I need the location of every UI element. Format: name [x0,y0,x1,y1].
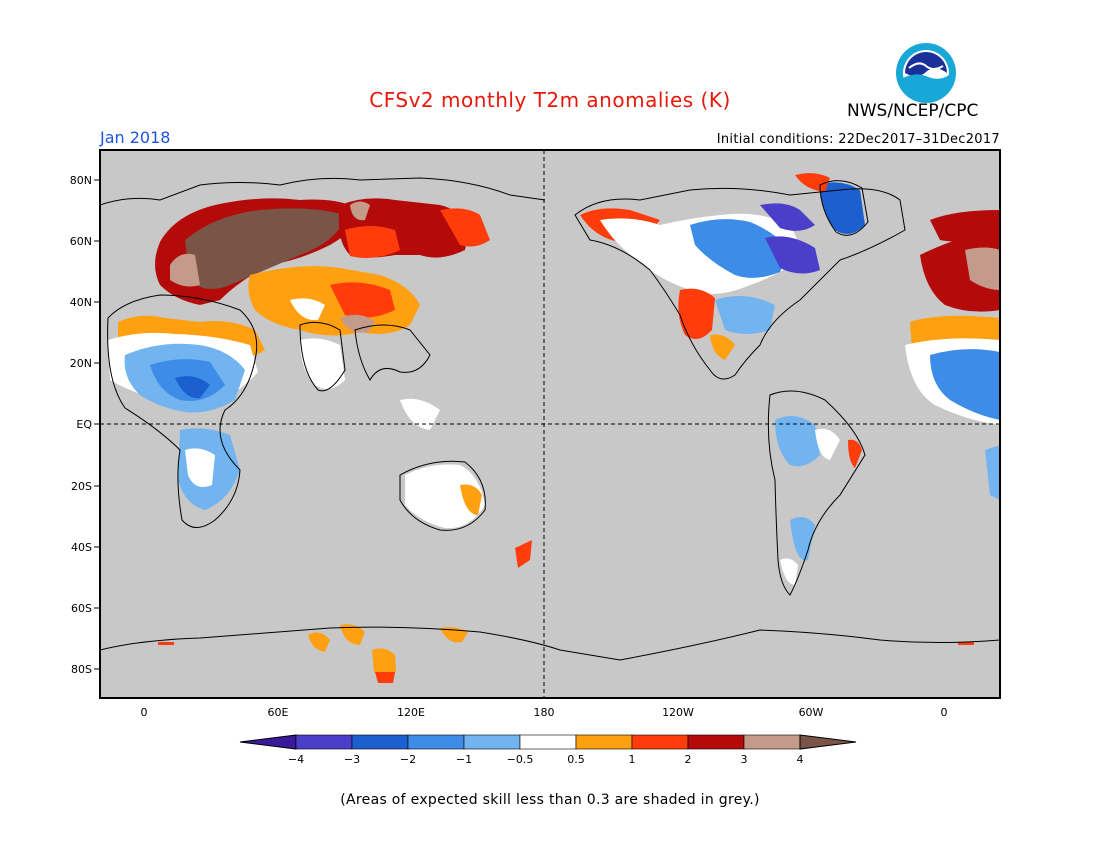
lat-label: 20S [71,480,92,493]
lat-label: 60S [71,602,92,615]
colorbar-tick-label: 1 [629,753,636,766]
lon-label: 60W [799,706,824,719]
colorbar-cell [631,734,689,750]
lat-label: EQ [76,418,92,431]
colorbar-tick-label: −1 [456,753,472,766]
coastlines [100,177,1000,661]
colorbar-tick-label: −0.5 [507,753,534,766]
initial-conditions: Initial conditions: 22Dec2017–31Dec2017 [716,132,1000,147]
colorbar-cell [463,734,521,750]
colorbar-tick-label: −4 [288,753,304,766]
agency-label: NWS/NCEP/CPC [847,101,979,121]
colorbar-cell [351,734,409,750]
colorbar-cell [519,734,577,750]
colorbar-tick-label: 2 [685,753,692,766]
longitude-labels: 0 60E 120E 180 120W 60W 0 [141,706,948,719]
map-title: CFSv2 monthly T2m anomalies (K) [369,88,731,112]
colorbar-tick-label: 0.5 [567,753,585,766]
colorbar-tick-label: −2 [400,753,416,766]
colorbar-cell [575,734,633,750]
lat-label: 20N [70,357,92,370]
forecast-period: Jan 2018 [100,128,171,147]
colorbar-tick-label: 3 [741,753,748,766]
lat-label: 80N [70,174,92,187]
lon-label: 180 [534,706,555,719]
lon-label: 120E [397,706,425,719]
lat-label: 60N [70,235,92,248]
footnote: (Areas of expected skill less than 0.3 a… [340,792,760,808]
anomaly-shading [108,173,1000,683]
lon-label: 60E [268,706,289,719]
lon-label: 0 [141,706,148,719]
colorbar-cell [407,734,465,750]
latitude-labels: 80N 60N 40N 20N EQ 20S 40S 60S 80S [70,174,100,676]
colorbar-tick-label: 4 [797,753,804,766]
lon-label: 120W [662,706,694,719]
colorbar-cell [743,734,801,750]
noaa-logo [895,42,957,108]
colorbar-cell [239,734,297,750]
colorbar-tick-label: −3 [344,753,360,766]
lon-label: 0 [941,706,948,719]
colorbar-cell [687,734,745,750]
colorbar-cell [799,734,857,750]
colorbar-cell [295,734,353,750]
lat-label: 40S [71,541,92,554]
lat-label: 80S [71,663,92,676]
lat-label: 40N [70,296,92,309]
